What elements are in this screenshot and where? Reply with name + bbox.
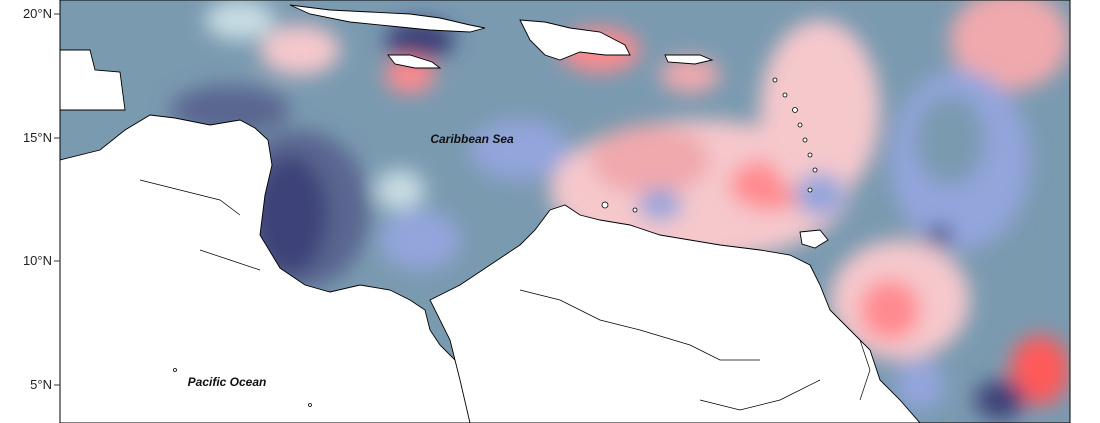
caribbean-sea-label: Caribbean Sea (430, 132, 514, 146)
lat-label-20: 20°N (23, 6, 52, 21)
lat-label-15: 15°N (23, 130, 52, 145)
lat-axis: 20°N 15°N 10°N 5°N (23, 6, 60, 392)
anomaly-field (60, 0, 1070, 423)
country-borders (139, 179, 871, 411)
lat-label-5: 5°N (30, 377, 52, 392)
land (60, 4, 921, 423)
lesser-antilles (173, 77, 818, 407)
pacific-ocean-label: Pacific Ocean (188, 375, 267, 389)
panel-border (59, 0, 1071, 423)
lat-label-10: 10°N (23, 253, 52, 268)
